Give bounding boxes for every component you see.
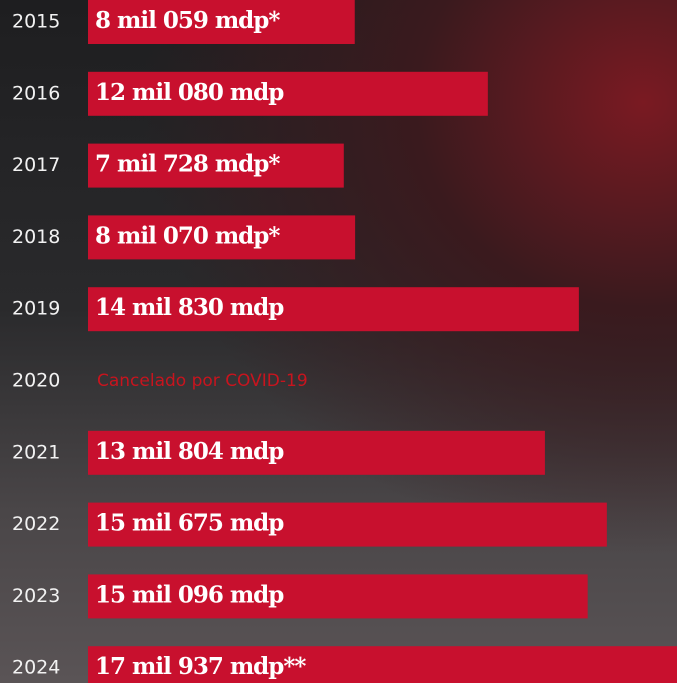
value-label: 7 mil 728 mdp*: [95, 151, 280, 178]
year-label: 2016: [12, 82, 60, 104]
value-label: 8 mil 059 mdp*: [95, 7, 280, 34]
year-label: 2019: [12, 298, 60, 320]
value-label: 14 mil 830 mdp: [95, 294, 284, 321]
annotation: Cancelado por COVID-19: [97, 371, 308, 391]
value-label: 15 mil 675 mdp: [95, 510, 284, 537]
year-label: 2023: [12, 585, 60, 607]
year-label: 2017: [12, 154, 60, 176]
year-label: 2024: [12, 657, 60, 679]
value-label: 8 mil 070 mdp*: [95, 222, 280, 249]
value-label: 17 mil 937 mdp**: [95, 653, 306, 680]
year-label: 2022: [12, 513, 60, 535]
value-label: 13 mil 804 mdp: [95, 438, 284, 465]
year-label: 2018: [12, 226, 60, 248]
value-label: 12 mil 080 mdp: [95, 79, 284, 106]
year-label: 2015: [12, 11, 60, 33]
chart: 2015 8 mil 059 mdp* 2016 12 mil 080 mdp 2017…: [0, 0, 677, 683]
value-label: 15 mil 096 mdp: [95, 581, 284, 608]
page: 2015 8 mil 059 mdp* 2016 12 mil 080 mdp 2017…: [0, 0, 677, 683]
year-label: 2021: [12, 441, 60, 463]
year-label: 2020: [12, 370, 60, 392]
